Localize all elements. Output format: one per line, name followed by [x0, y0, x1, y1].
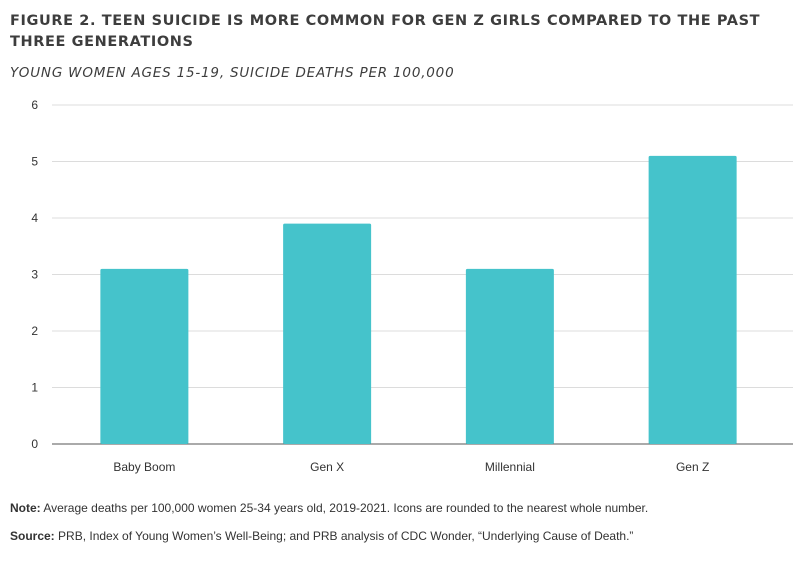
note-text: Average deaths per 100,000 women 25-34 y… — [40, 501, 649, 515]
bar-chart: 0 1 2 3 4 5 6 Baby Boom Gen X Millennial Gen Z — [31, 98, 793, 474]
chart-title: FIGURE 2. TEEN SUICIDE IS MORE COMMON FO… — [10, 13, 761, 50]
bar — [100, 268, 189, 444]
y-tick-label: 4 — [31, 211, 38, 225]
y-tick-label: 2 — [31, 324, 38, 338]
y-tick-label: 1 — [31, 381, 38, 395]
source-label: Source: — [10, 529, 55, 543]
y-tick-label: 6 — [31, 98, 38, 112]
y-tick-label: 5 — [31, 155, 38, 169]
x-category-label: Gen Z — [676, 460, 709, 474]
note-line: Note: Average deaths per 100,000 women 2… — [10, 501, 648, 515]
y-tick-label: 0 — [31, 437, 38, 451]
source-line: Source: PRB, Index of Young Women’s Well… — [10, 529, 633, 543]
note-label: Note: — [10, 501, 41, 515]
chart-subtitle: YOUNG WOMEN AGES 15-19, SUICIDE DEATHS P… — [10, 65, 455, 81]
x-category-label: Baby Boom — [113, 460, 175, 474]
source-text: PRB, Index of Young Women’s Well-Being; … — [54, 529, 634, 543]
bar — [465, 268, 554, 444]
bar — [648, 155, 737, 444]
x-category-label: Millennial — [485, 460, 535, 474]
bar — [283, 223, 372, 444]
x-category-label: Gen X — [310, 460, 344, 474]
y-tick-label: 3 — [31, 268, 38, 282]
